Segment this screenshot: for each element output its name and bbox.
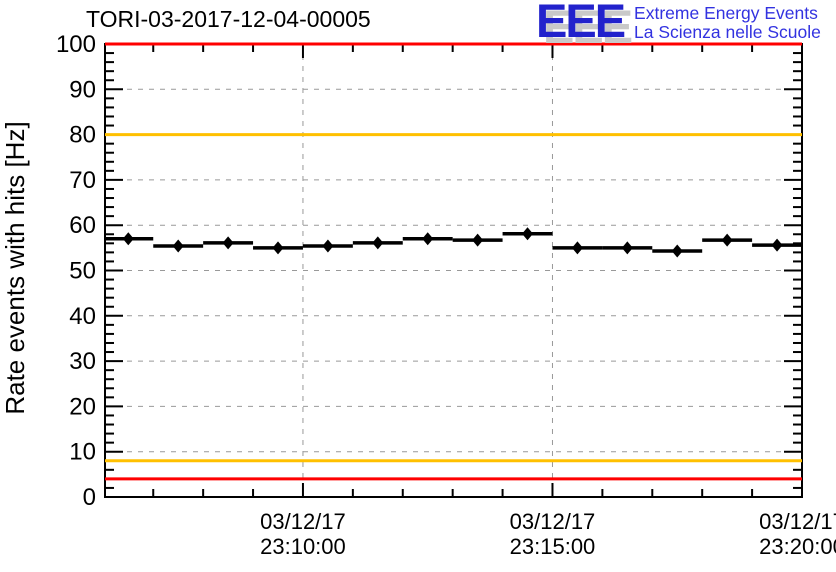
x-tick-label: 03/12/17 23:10:00	[260, 509, 346, 559]
data-point	[222, 236, 234, 250]
data-point	[172, 239, 184, 253]
data-point	[122, 232, 134, 246]
eee-logo-line2: La Scienza nelle Scuole	[634, 22, 821, 42]
y-axis-ticks: 0 10 20 30 40 50 60 70 80 90 100	[56, 31, 802, 511]
eee-logo-text: Extreme Energy Events La Scienza nelle S…	[634, 2, 821, 42]
data-point	[322, 239, 334, 253]
data-point	[472, 233, 484, 247]
plot-frame	[104, 43, 803, 498]
data-point	[721, 233, 733, 247]
plot-frame-layer	[104, 43, 803, 498]
y-axis-title: Rate events with hits [Hz]	[0, 121, 30, 414]
y-tick-label: 60	[69, 212, 96, 239]
eee-logo: EEE Extreme Energy Events La Scienza nel…	[536, 0, 821, 47]
data-point	[272, 241, 284, 255]
x-tick-label: 03/12/17 23:15:00	[510, 509, 596, 559]
y-tick-label: 90	[69, 76, 96, 103]
data-point	[422, 232, 434, 246]
eee-logo-acronym: EEE	[536, 0, 626, 47]
data-point	[571, 241, 583, 255]
data-point	[522, 227, 534, 241]
y-tick-label: 40	[69, 303, 96, 330]
data-point	[771, 238, 783, 252]
data-series	[105, 227, 802, 258]
y-tick-label: 50	[69, 258, 96, 285]
threshold-lines	[105, 42, 802, 481]
y-tick-label: 80	[69, 122, 96, 149]
y-tick-label: 100	[56, 31, 96, 58]
y-tick-label: 30	[69, 348, 96, 375]
y-tick-label: 10	[69, 439, 96, 466]
y-tick-label: 70	[69, 167, 96, 194]
y-tick-label: 20	[69, 393, 96, 420]
chart-title: TORI-03-2017-12-04-00005	[86, 6, 371, 32]
eee-logo-line1: Extreme Energy Events	[634, 3, 818, 23]
grid-lines	[105, 44, 803, 497]
data-point	[621, 241, 633, 255]
data-point	[372, 236, 384, 250]
y-tick-label: 0	[83, 484, 96, 511]
data-point	[671, 244, 683, 258]
